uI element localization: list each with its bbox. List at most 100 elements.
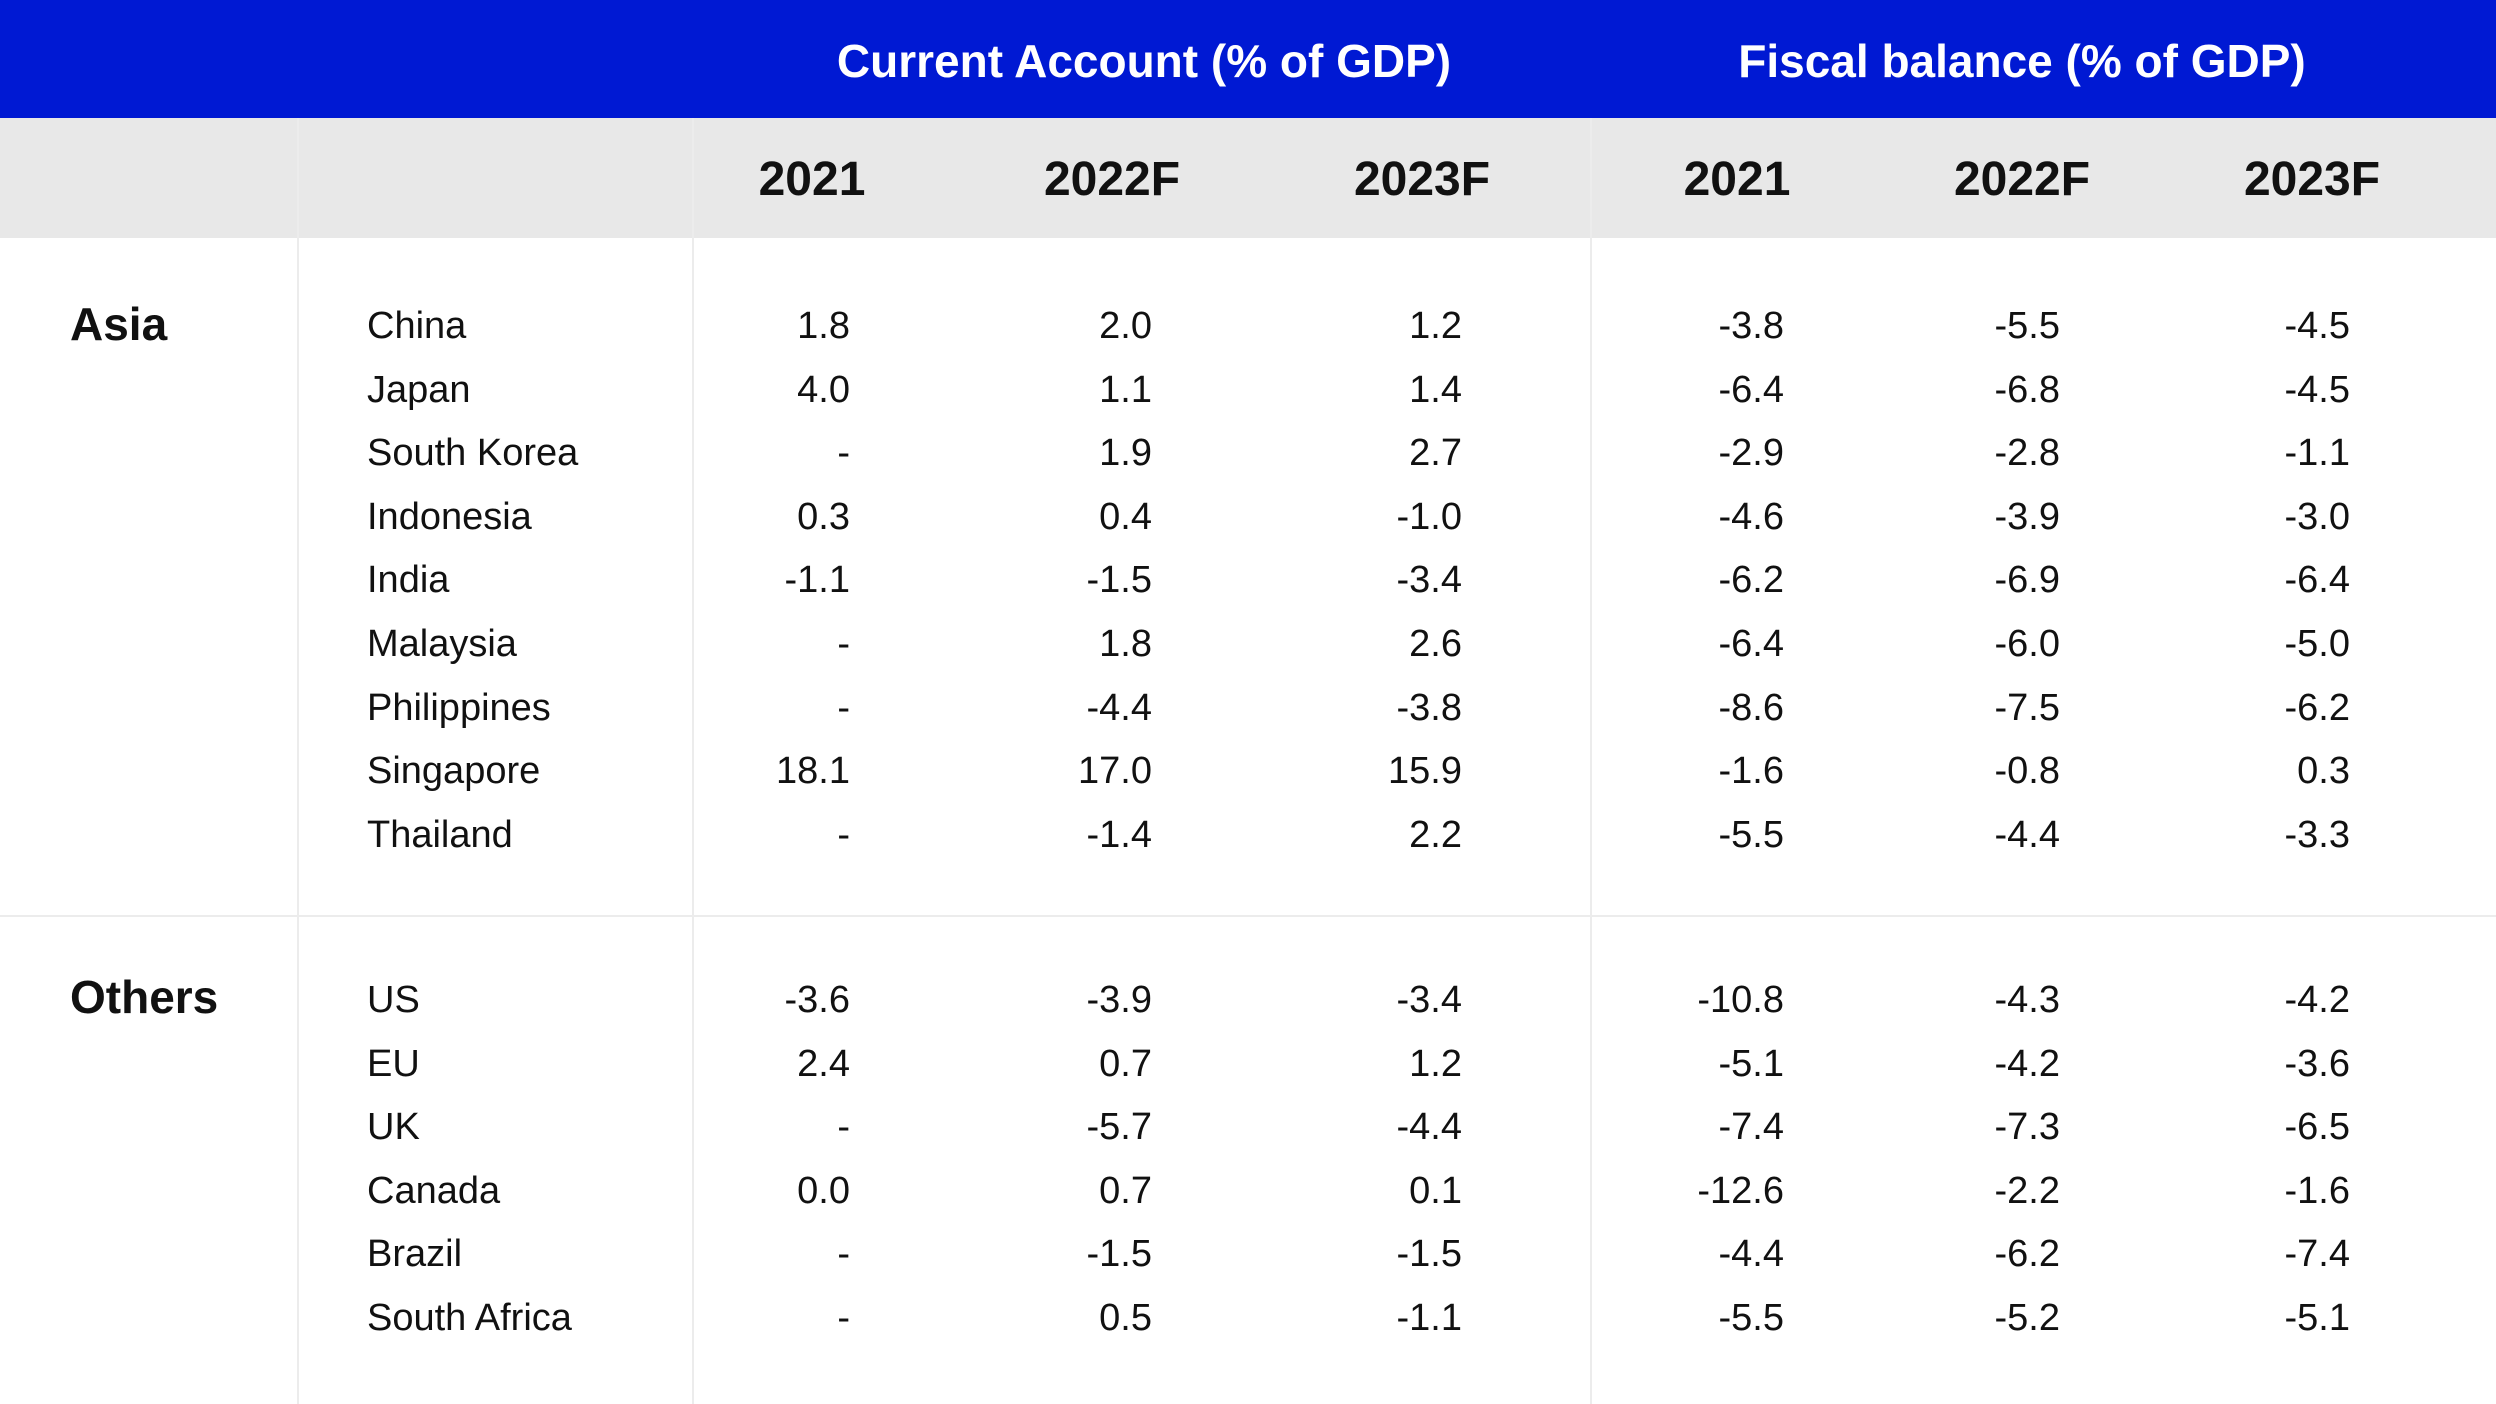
table-cell: 2.2 — [1409, 813, 1462, 856]
country-label: Japan — [367, 368, 471, 411]
header-band — [0, 0, 2496, 118]
table-cell: 1.9 — [1099, 432, 1152, 475]
table-cell: -7.3 — [1994, 1106, 2060, 1149]
table-cell: 0.7 — [1099, 1169, 1152, 1212]
table-cell: -4.3 — [1994, 979, 2060, 1021]
grid-line — [692, 118, 694, 1404]
table-cell: 0.3 — [797, 495, 850, 538]
country-label: Philippines — [367, 686, 551, 729]
year-header: 2022F — [1953, 153, 2091, 206]
table-cell: -1.6 — [1718, 750, 1784, 793]
table-cell: 15.9 — [1388, 750, 1462, 793]
table-cell: -4.6 — [1718, 495, 1784, 538]
table-cell: 2.7 — [1409, 432, 1462, 475]
table-cell: -1.6 — [2284, 1169, 2350, 1212]
table-cell: 0.4 — [1099, 495, 1152, 538]
country-label: Thailand — [367, 813, 513, 856]
table-cell: -6.2 — [1994, 1233, 2060, 1276]
table-cell: -1.0 — [1396, 495, 1462, 538]
table-cell: 0.0 — [797, 1169, 850, 1212]
table-cell: -5.5 — [1994, 305, 2060, 347]
table-cell: -6.4 — [1718, 623, 1784, 665]
table-cell: -12.6 — [1697, 1169, 1784, 1212]
year-header: 2022F — [1043, 153, 1181, 206]
table-cell: 2.4 — [797, 1042, 850, 1085]
table-cell: -4.4 — [1994, 813, 2060, 856]
table-cell: -3.9 — [1994, 495, 2060, 538]
table-cell: -8.6 — [1718, 686, 1784, 729]
table-cell: - — [837, 686, 850, 729]
country-label: China — [367, 305, 467, 347]
table-cell: 17.0 — [1078, 750, 1152, 793]
table-cell: -4.5 — [2284, 368, 2350, 411]
table-cell: -5.5 — [1718, 1297, 1784, 1339]
table-cell: -3.8 — [1718, 305, 1784, 347]
table-cell: -0.8 — [1994, 750, 2060, 793]
country-label: South Africa — [367, 1297, 572, 1339]
country-label: US — [367, 979, 420, 1021]
country-label: India — [367, 559, 450, 602]
table-cell: -6.5 — [2284, 1106, 2350, 1149]
table-cell: -2.2 — [1994, 1169, 2060, 1212]
group-label: Others — [70, 971, 219, 1023]
table-cell: 2.6 — [1409, 623, 1462, 665]
table-cell: -10.8 — [1697, 979, 1784, 1021]
table-cell: -1.5 — [1086, 559, 1152, 602]
table-cell: -5.7 — [1086, 1106, 1152, 1149]
country-label: Brazil — [367, 1233, 463, 1276]
table-cell: 18.1 — [776, 750, 850, 793]
table-cell: 1.2 — [1409, 305, 1462, 347]
table-cell: -5.1 — [2284, 1297, 2350, 1339]
table-cell: - — [837, 1297, 850, 1339]
table-cell: 0.3 — [2297, 750, 2350, 793]
table-cell: -3.8 — [1396, 686, 1462, 729]
table-cell: -3.6 — [784, 979, 850, 1021]
table-cell: 2.0 — [1099, 305, 1152, 347]
table-cell: 1.1 — [1099, 368, 1152, 411]
country-label: South Korea — [367, 432, 579, 475]
table-cell: 1.4 — [1409, 368, 1462, 411]
table-cell: -1.5 — [1086, 1233, 1152, 1276]
table-cell: - — [837, 623, 850, 665]
group-separator — [0, 915, 2496, 917]
table-cell: -6.9 — [1994, 559, 2060, 602]
table-cell: -5.1 — [1718, 1042, 1784, 1085]
group-label: Asia — [70, 298, 168, 350]
year-header-row — [0, 118, 2496, 238]
country-label: Malaysia — [367, 623, 517, 665]
grid-line — [297, 118, 299, 1404]
table-cell: 0.5 — [1099, 1297, 1152, 1339]
table-cell: -1.4 — [1086, 813, 1152, 856]
table-cell: -1.1 — [2284, 432, 2350, 475]
table-cell: 0.1 — [1409, 1169, 1462, 1212]
table-cell: -7.4 — [1718, 1106, 1784, 1149]
year-header: 2023F — [2243, 153, 2381, 206]
table-cell: -2.9 — [1718, 432, 1784, 475]
table-cell: 0.7 — [1099, 1042, 1152, 1085]
table-cell: -4.2 — [2284, 979, 2350, 1021]
table-cell: - — [837, 1233, 850, 1276]
country-label: Singapore — [367, 750, 541, 793]
table-cell: -1.1 — [1396, 1297, 1462, 1339]
year-header: 2021 — [758, 153, 866, 206]
table-cell: -4.5 — [2284, 305, 2350, 347]
table-cell: - — [837, 432, 850, 475]
table-cell: -6.4 — [1718, 368, 1784, 411]
table-cell: -1.1 — [784, 559, 850, 602]
table-cell: 4.0 — [797, 368, 850, 411]
table-cell: -6.2 — [2284, 686, 2350, 729]
grid-line — [1590, 118, 1592, 1404]
table-cell: -3.4 — [1396, 979, 1462, 1021]
table-cell: 1.8 — [797, 305, 850, 347]
table-cell: -5.5 — [1718, 813, 1784, 856]
table-cell: 1.2 — [1409, 1042, 1462, 1085]
table-cell: -1.5 — [1396, 1233, 1462, 1276]
fiscal-balance-title: Fiscal balance (% of GDP) — [1738, 35, 2306, 87]
country-label: UK — [367, 1106, 420, 1149]
table-cell: -3.4 — [1396, 559, 1462, 602]
table-cell: -6.4 — [2284, 559, 2350, 602]
table-cell: -5.0 — [2284, 623, 2350, 665]
table-cell: -6.0 — [1994, 623, 2060, 665]
table-cell: - — [837, 1106, 850, 1149]
